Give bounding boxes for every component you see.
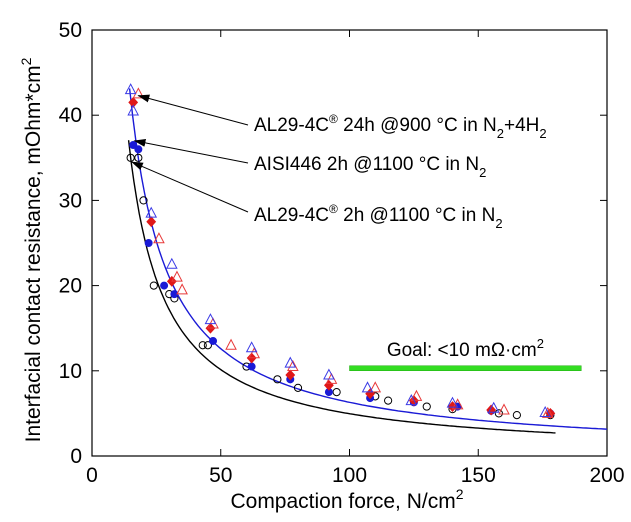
data-point xyxy=(451,398,464,410)
data-point xyxy=(128,96,139,108)
y-tick-label: 0 xyxy=(70,445,82,468)
x-tick-label: 100 xyxy=(332,464,367,487)
data-point xyxy=(209,336,218,345)
annotation-arrow xyxy=(130,161,249,213)
data-point xyxy=(124,83,137,95)
fit-curve xyxy=(127,140,556,434)
y-tick-label: 50 xyxy=(59,19,82,42)
data-point xyxy=(176,283,188,295)
fit-curve xyxy=(128,88,608,430)
data-point xyxy=(149,281,158,290)
y-tick-label: 30 xyxy=(59,189,82,212)
annotations: AL29-4C® 24h @900 °C in N2+4H2 AISI446 2h… xyxy=(130,94,547,231)
data-point xyxy=(486,404,497,416)
y-tick-label: 10 xyxy=(59,360,82,383)
data-point xyxy=(332,388,341,397)
goal-annotation: Goal: <10 mΩ·cm2 xyxy=(349,336,582,371)
plot-frame xyxy=(91,29,608,457)
data-point xyxy=(204,313,217,325)
data-point xyxy=(512,411,521,420)
data-point xyxy=(541,406,554,418)
data-point xyxy=(248,347,261,359)
annotation-label: AISI446 2h @1100 °C in N2 xyxy=(254,154,486,180)
data-point xyxy=(144,238,153,247)
data-point xyxy=(273,375,282,384)
y-axis-title: Interfacial contact resistance, mOhm*cm2 xyxy=(18,57,45,442)
data-point xyxy=(134,153,143,162)
annotation-arrow xyxy=(137,94,249,126)
data-point xyxy=(245,341,258,353)
data-point xyxy=(153,232,165,244)
y-tick-label: 20 xyxy=(59,275,82,298)
goal-bar xyxy=(349,365,582,371)
data-point xyxy=(323,379,334,391)
annotation-arrow xyxy=(133,138,249,164)
data-point xyxy=(127,104,140,116)
data-point xyxy=(171,270,183,282)
data-point xyxy=(323,368,335,380)
data-point xyxy=(285,369,296,381)
data-point xyxy=(146,216,157,228)
data-point xyxy=(134,145,143,154)
x-axis-title: Compaction force, N/cm2 xyxy=(230,486,463,513)
fit-curves xyxy=(127,88,608,434)
goal-label: Goal: <10 mΩ·cm2 xyxy=(387,336,544,361)
data-markers xyxy=(124,83,556,420)
annotation-label: AL29-4C® 24h @900 °C in N2+4H2 xyxy=(254,112,547,141)
data-point xyxy=(405,394,418,406)
data-point xyxy=(293,383,303,392)
y-tick-label: 40 xyxy=(59,104,82,127)
data-point xyxy=(160,281,169,290)
x-tick-label: 200 xyxy=(589,464,624,487)
data-point xyxy=(247,362,256,371)
data-point xyxy=(198,341,207,350)
x-tick-label: 50 xyxy=(209,464,232,487)
annotation-label: AL29-4C® 2h @1100 °C in N2 xyxy=(254,202,503,231)
data-point xyxy=(487,401,500,413)
x-tick-label: 0 xyxy=(86,464,98,487)
data-point xyxy=(145,206,158,218)
data-point xyxy=(361,381,374,393)
data-point xyxy=(203,341,212,350)
data-point xyxy=(410,389,423,401)
data-point xyxy=(126,153,135,162)
axes: 0 50 100 150 200 0 10 20 30 40 50 xyxy=(59,19,625,487)
data-point xyxy=(422,402,431,411)
data-point xyxy=(287,359,299,372)
data-point xyxy=(284,356,297,368)
data-point xyxy=(498,403,510,415)
data-point xyxy=(165,257,178,269)
data-point xyxy=(384,396,393,405)
data-point xyxy=(139,196,148,205)
data-point xyxy=(369,381,382,393)
data-point xyxy=(494,409,503,418)
data-point xyxy=(446,396,459,408)
data-point xyxy=(539,405,552,418)
x-tick-label: 150 xyxy=(461,464,496,487)
data-point xyxy=(225,338,237,350)
